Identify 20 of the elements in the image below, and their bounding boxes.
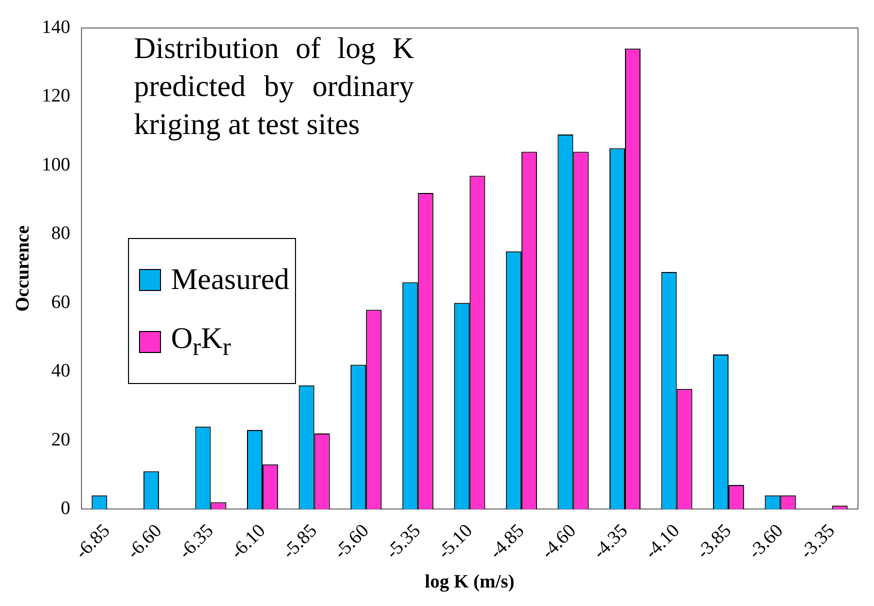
y-tick-label: 140 bbox=[42, 16, 70, 38]
y-tick-label: 20 bbox=[51, 429, 70, 450]
y-tick-label: 40 bbox=[51, 360, 70, 382]
x-tick-label: -4.60 bbox=[537, 520, 580, 564]
x-tick-label: -5.60 bbox=[330, 520, 374, 564]
y-axis-title: Occurence bbox=[12, 225, 34, 312]
y-tick-label: 0 bbox=[60, 498, 70, 520]
x-tick-label: -4.10 bbox=[640, 520, 684, 564]
legend-label: Measured bbox=[171, 263, 290, 297]
x-tick-label: -5.10 bbox=[434, 520, 477, 564]
x-tick-label: -6.10 bbox=[226, 520, 270, 564]
annotation: Distribution of log K predicted by ordinary kriging at test sites bbox=[134, 31, 414, 143]
y-tick-label: 100 bbox=[42, 154, 70, 176]
y-tick-label: 60 bbox=[51, 292, 70, 313]
y-tick-label: 80 bbox=[51, 223, 70, 244]
x-tick-label: -6.60 bbox=[123, 520, 166, 564]
x-tick-label: -3.60 bbox=[744, 520, 788, 564]
legend-label: O$_{r}$K$_{r}$ bbox=[171, 322, 231, 362]
y-tick-label: 120 bbox=[42, 86, 70, 107]
x-axis-title: log K (m/s) bbox=[424, 572, 515, 593]
